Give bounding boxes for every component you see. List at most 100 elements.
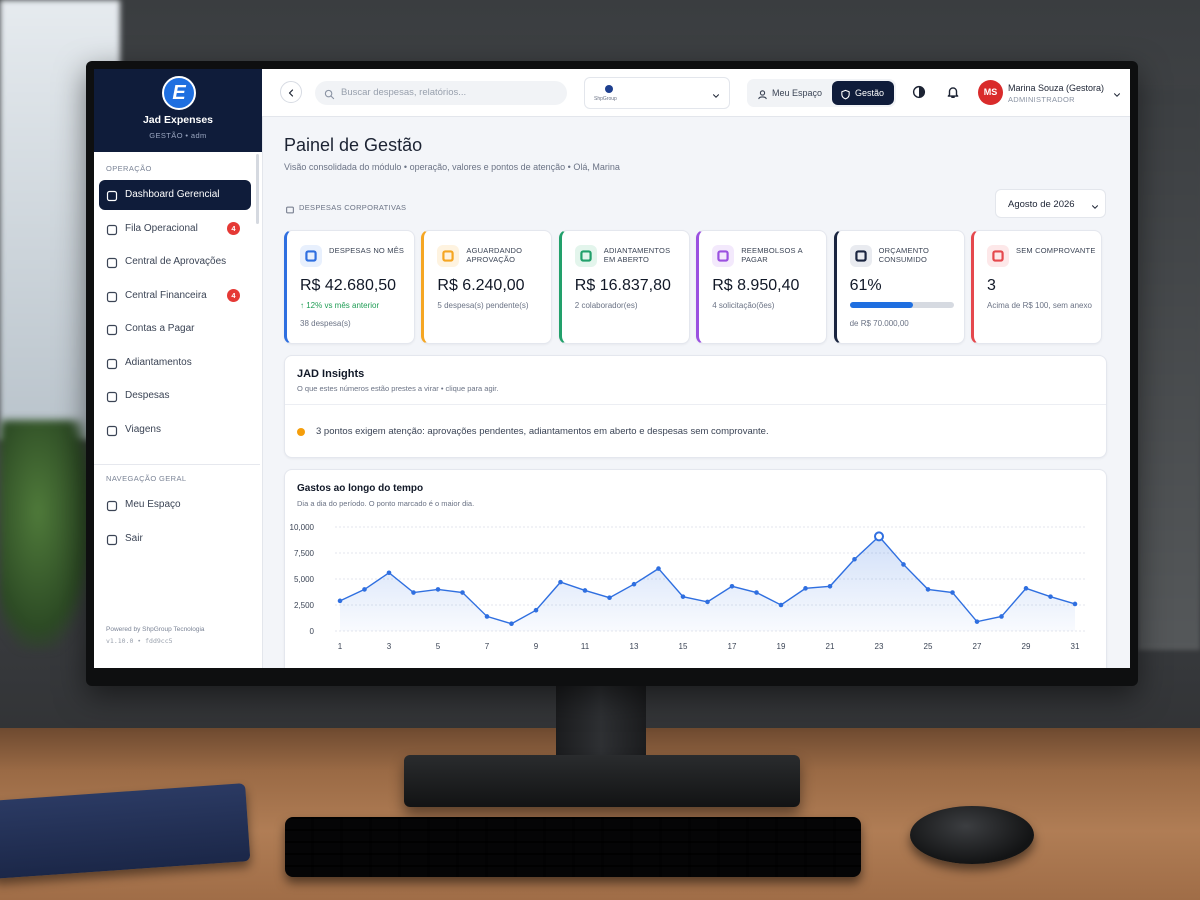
nav-item[interactable]: Sair <box>99 524 251 554</box>
kpi-detail: 2 colaborador(es) <box>574 301 638 310</box>
icon <box>106 323 118 336</box>
x-tick-label: 11 <box>581 642 590 651</box>
brand-name: Jad Expenses <box>142 114 214 126</box>
icon-shape <box>106 425 118 436</box>
icon-svg <box>324 89 335 100</box>
page-title: Painel de Gestão <box>284 135 423 155</box>
nav-item[interactable]: Central de Aprovações <box>99 247 251 277</box>
kpi-icon <box>574 245 597 267</box>
chart-subtitle: Dia a dia do período. O ponto marcado é … <box>297 499 475 508</box>
icon-shape <box>854 250 867 262</box>
kpi-icon-svg <box>580 250 592 262</box>
monitor-base <box>404 755 800 807</box>
icon-svg <box>288 89 294 97</box>
brand-logo: E <box>162 76 196 110</box>
contrast-half <box>919 86 925 98</box>
nav-item[interactable]: Viagens <box>99 415 251 445</box>
kpi-card[interactable]: ORÇAMENTO CONSUMIDO 61% de R$ 70.000,00 <box>833 230 965 344</box>
view-tabs: Meu Espaço Gestão <box>747 79 896 107</box>
kpi-card[interactable]: REEMBOLSOS A PAGAR R$ 8.950,40 4 solicitaç… <box>696 230 828 344</box>
back-button[interactable] <box>280 81 302 103</box>
view-tab[interactable]: Meu Espaço <box>749 81 829 105</box>
nav-item[interactable]: Meu Espaço <box>99 490 251 520</box>
point <box>901 562 906 567</box>
chevron <box>1114 93 1120 97</box>
area <box>340 536 1075 631</box>
kpi-label: SEM COMPROVANTE <box>1016 246 1096 255</box>
icon <box>106 357 118 369</box>
kpi-label: ORÇAMENTO CONSUMIDO <box>878 246 930 264</box>
kpi-icon-svg <box>305 250 317 262</box>
nav-item[interactable]: Adiantamentos <box>99 348 251 378</box>
point <box>656 566 661 571</box>
point <box>999 614 1004 619</box>
y-tick-label: 5,000 <box>294 575 315 584</box>
shelf <box>1138 90 1200 650</box>
kpi-value: R$ 6.240,00 <box>437 277 525 294</box>
nav-item[interactable]: Central Financeira 4 <box>99 281 251 311</box>
x-tick-label: 3 <box>387 642 392 651</box>
point <box>337 598 343 604</box>
icon-shape <box>106 534 118 545</box>
nav-item[interactable]: Despesas <box>99 381 251 411</box>
keyboard <box>285 817 861 877</box>
status-dot <box>297 428 305 436</box>
period-label: Agosto de 2026 <box>1008 199 1075 210</box>
icon <box>106 189 118 202</box>
avatar[interactable]: MS <box>978 80 1003 105</box>
kpi-icon <box>712 245 735 267</box>
kpi-icon-svg <box>992 250 1004 262</box>
nav-badge: 4 <box>227 221 240 235</box>
y-tick-label: 7,500 <box>294 549 315 558</box>
kpi-detail: 4 solicitação(ões) <box>712 301 775 310</box>
kpi-icon-svg <box>854 250 867 262</box>
icon <box>106 223 118 235</box>
company-select[interactable]: ShpGroup <box>584 77 730 109</box>
icon-svg <box>106 257 118 269</box>
x-tick-label: 7 <box>485 642 490 651</box>
divider <box>94 464 260 465</box>
kpi-icon-svg <box>442 250 455 262</box>
powered-by: Powered by ShpGroup Tecnologia <box>106 626 205 633</box>
point <box>435 587 441 592</box>
kpi-value: R$ 42.680,50 <box>300 277 397 294</box>
search-box[interactable]: Buscar despesas, relatórios... <box>315 81 567 105</box>
icon-shape <box>106 391 118 403</box>
insights-card[interactable]: JAD Insights O que estes números estão pr… <box>284 355 1107 458</box>
nav-badge: 4 <box>227 288 240 302</box>
kpi-icon <box>849 245 872 267</box>
kpi-value: 3 <box>987 277 996 294</box>
kpi-card[interactable]: AGUARDANDO APROVAÇÃO R$ 6.240,00 5 despesa… <box>421 230 553 344</box>
x-tick-label: 15 <box>679 642 688 651</box>
nav-label: Sair <box>125 532 143 544</box>
kpi-card[interactable]: ADIANTAMENTOS EM ABERTO R$ 16.837,80 2 col… <box>558 230 690 344</box>
icon-svg <box>106 190 118 202</box>
icon-svg <box>106 324 118 336</box>
tab-label: Meu Espaço <box>772 88 823 98</box>
point <box>754 590 759 595</box>
nav-item[interactable]: Dashboard Gerencial <box>99 180 251 210</box>
page-subtitle: Visão consolidada do módulo • operação, … <box>284 162 620 172</box>
divider <box>285 404 1106 405</box>
insights-message: 3 pontos exigem atenção: aprovações pend… <box>316 426 769 437</box>
kpi-card[interactable]: SEM COMPROVANTE 3 Acima de R$ 100, sem ane… <box>971 230 1102 344</box>
icon <box>711 88 721 98</box>
x-tick-label: 13 <box>630 642 639 651</box>
chevron <box>1092 205 1098 209</box>
icon-svg <box>1092 205 1098 209</box>
point <box>362 587 367 592</box>
company-logo-mark <box>605 85 613 93</box>
point <box>607 595 612 601</box>
nav-item[interactable]: Contas a Pagar <box>99 314 251 344</box>
kpi-card[interactable]: DESPESAS NO MÊS R$ 42.680,50 ↑ 12% vs mês … <box>284 230 415 344</box>
sidebar: E Jad Expenses GESTÃO • adm OPERAÇÃO Dashboa… <box>94 69 263 668</box>
chevron <box>288 89 294 97</box>
view-tab[interactable]: Gestão <box>832 81 894 105</box>
period-select[interactable]: Agosto de 2026 <box>995 189 1106 218</box>
nav-item[interactable]: Fila Operacional 4 <box>99 214 251 244</box>
scrollbar <box>256 154 259 224</box>
section-title: OPERAÇÃO <box>106 164 152 173</box>
icon <box>1090 199 1100 209</box>
nav-label: Dashboard Gerencial <box>125 189 220 200</box>
